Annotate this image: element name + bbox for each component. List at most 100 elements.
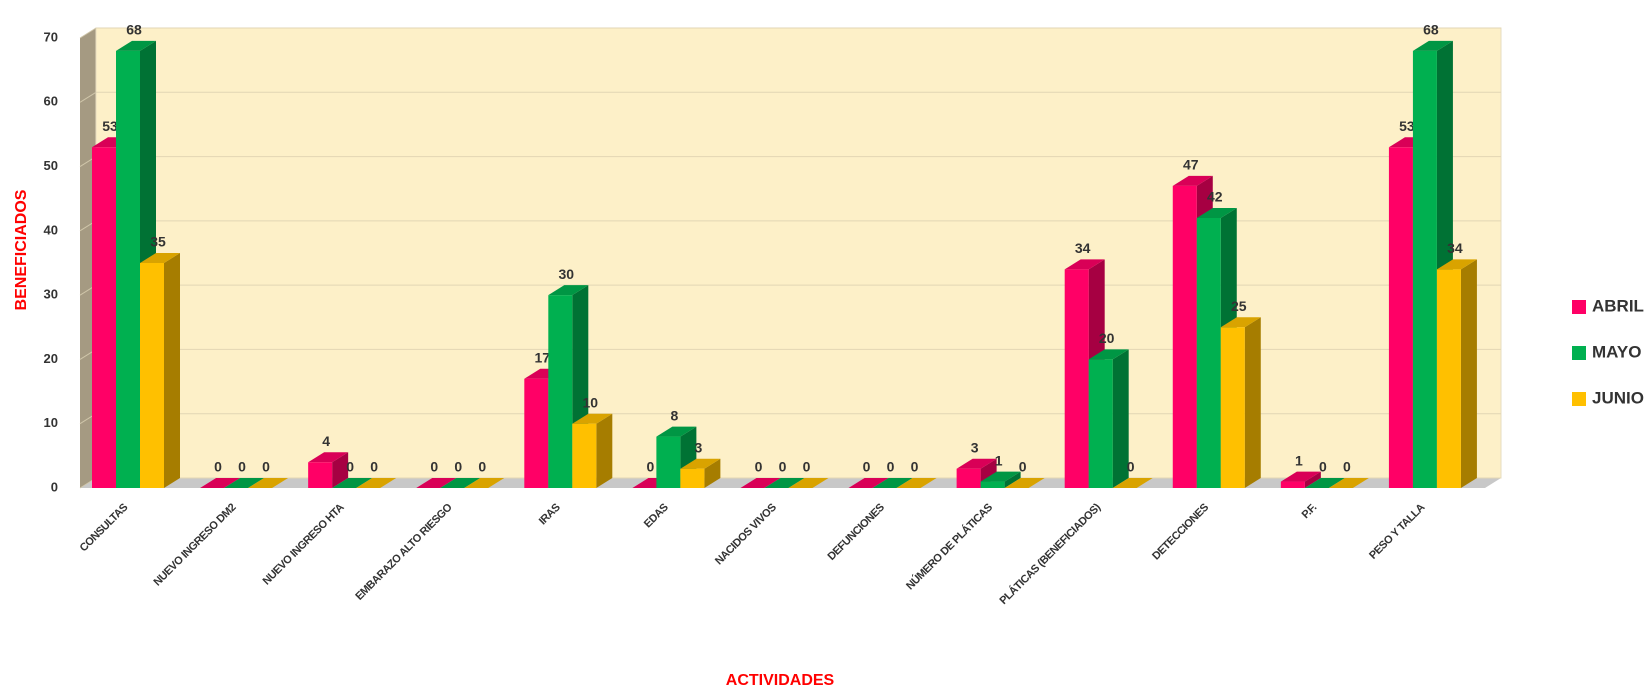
bar-top xyxy=(1328,478,1369,488)
x-tick-label: NUEVO INGRESO DM2 xyxy=(152,501,239,588)
bar-top xyxy=(140,253,180,263)
bar-side xyxy=(1004,471,1021,488)
x-tick-label: CONSULTAS xyxy=(78,502,131,555)
bar xyxy=(980,481,1005,488)
x-tick-label: EMBARAZO ALTO RIESGO xyxy=(353,501,455,603)
bar xyxy=(524,378,549,488)
data-label: 47 xyxy=(1183,157,1199,173)
bar-side xyxy=(164,253,180,488)
data-label: 0 xyxy=(346,459,354,475)
grid-line xyxy=(79,27,97,39)
data-label: 0 xyxy=(1127,459,1135,475)
bar-top xyxy=(572,413,613,424)
data-label: 3 xyxy=(971,439,979,455)
grid-line xyxy=(79,91,97,103)
data-label: 42 xyxy=(1207,189,1223,205)
bar-top xyxy=(1004,478,1045,488)
x-tick-label: P.F. xyxy=(1300,501,1320,521)
bar xyxy=(140,263,164,488)
x-tick-label: DEFUNCIONES xyxy=(826,502,887,563)
data-label: 3 xyxy=(694,439,702,455)
data-label: 53 xyxy=(1399,118,1415,134)
bar-side xyxy=(332,452,349,488)
bar xyxy=(680,468,705,488)
x-axis-label: ACTIVIDADES xyxy=(726,672,835,689)
y-axis-label: BENEFICIADOS xyxy=(13,189,30,310)
bar-top xyxy=(956,458,997,469)
y-tick-label: 30 xyxy=(44,287,58,302)
data-label: 35 xyxy=(150,234,166,250)
legend-swatch xyxy=(1572,300,1586,314)
bar-top xyxy=(1064,259,1105,270)
bar-top xyxy=(896,478,937,488)
legend-swatch xyxy=(1572,392,1586,406)
bar-side xyxy=(704,458,721,488)
bar-side xyxy=(1304,471,1321,488)
bar-top xyxy=(200,478,241,488)
data-label: 25 xyxy=(1231,298,1247,314)
x-tick-label: PLÁTICAS (BENEFICIADOS) xyxy=(997,500,1104,607)
bar xyxy=(548,295,573,488)
bar-top xyxy=(788,478,829,488)
bar xyxy=(92,147,116,489)
data-label: 0 xyxy=(478,459,486,475)
bar-top xyxy=(1196,208,1237,218)
data-label: 0 xyxy=(911,459,919,475)
bar-top xyxy=(1112,478,1153,488)
bar xyxy=(656,436,681,488)
x-tick-label: NUEVO INGRESO HTA xyxy=(261,501,347,587)
data-label: 0 xyxy=(454,459,462,475)
data-label: 8 xyxy=(670,407,678,423)
bar xyxy=(1064,269,1089,488)
back-wall xyxy=(95,27,1502,479)
data-label: 17 xyxy=(535,349,551,365)
bar-top xyxy=(980,471,1021,482)
y-tick-label: 40 xyxy=(44,222,58,237)
data-label: 0 xyxy=(262,459,270,475)
data-label: 10 xyxy=(583,394,599,410)
bar-top xyxy=(248,478,289,488)
bar-top xyxy=(116,40,156,51)
bar-top xyxy=(356,478,397,488)
data-label: 0 xyxy=(755,459,763,475)
bar xyxy=(1412,50,1437,488)
legend-label: ABRIL xyxy=(1592,296,1644,315)
data-label: 0 xyxy=(863,459,871,475)
bar xyxy=(1196,218,1221,488)
bar xyxy=(1088,359,1113,488)
bar xyxy=(1436,269,1461,488)
data-label: 1 xyxy=(995,452,1003,468)
bar-top xyxy=(308,452,349,463)
bar xyxy=(308,462,333,488)
bar-top xyxy=(224,478,265,488)
data-label: 20 xyxy=(1099,330,1115,346)
data-label: 0 xyxy=(238,459,246,475)
bar-top xyxy=(872,478,913,488)
bar-top xyxy=(1280,471,1321,482)
bar-top xyxy=(848,478,889,488)
data-label: 0 xyxy=(779,459,787,475)
data-label: 53 xyxy=(102,118,118,134)
legend-label: MAYO xyxy=(1592,342,1641,361)
x-tick-label: EDAS xyxy=(642,502,671,531)
bar xyxy=(1172,185,1197,488)
bar-side xyxy=(1112,349,1129,488)
bar-top xyxy=(1436,259,1477,270)
bar xyxy=(572,423,597,488)
y-tick-label: 70 xyxy=(44,29,58,44)
data-label: 0 xyxy=(1319,459,1327,475)
bar-side xyxy=(1244,317,1261,488)
data-label: 0 xyxy=(1019,459,1027,475)
bar-top xyxy=(416,478,457,488)
bar-side xyxy=(1460,259,1477,488)
bar-top xyxy=(1172,175,1213,186)
x-tick-label: NACIDOS VIVOS xyxy=(713,502,779,568)
y-tick-label: 60 xyxy=(44,94,58,109)
bar-top xyxy=(440,478,481,488)
bar-top xyxy=(332,478,373,488)
data-label: 68 xyxy=(1423,22,1439,38)
bar-top xyxy=(464,478,505,488)
bar-top xyxy=(656,426,697,437)
data-label: 68 xyxy=(126,22,142,38)
